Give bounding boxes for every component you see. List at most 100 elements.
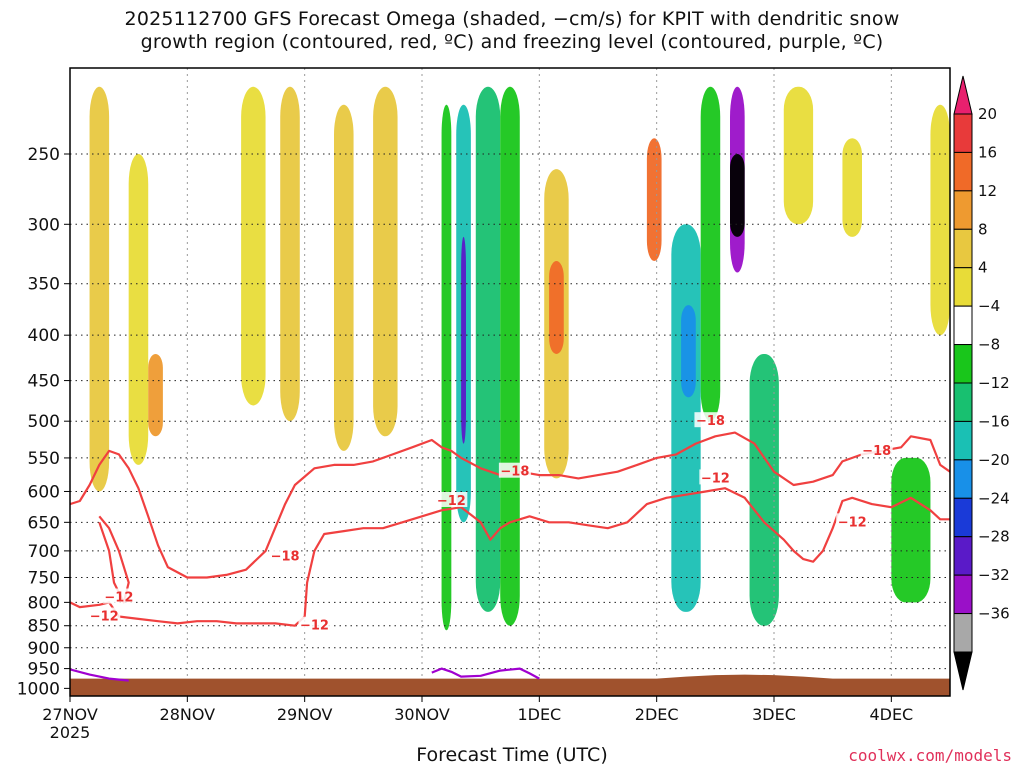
omega-region-16 <box>681 305 696 398</box>
omega-region-4 <box>280 86 300 422</box>
credit-link[interactable]: coolwx.com/models <box>848 746 1012 765</box>
y-tick-label-450: 450 <box>28 372 60 392</box>
colorbar-box-4 <box>953 267 973 307</box>
grid-lines <box>69 68 950 696</box>
colorbar-box-0 <box>953 113 973 153</box>
colorbar-label-6: −8 <box>978 336 1000 354</box>
x-tick-label-30NOV: 30NOV <box>394 705 450 724</box>
contour-label-0: −18 <box>271 549 300 564</box>
omega-region-23 <box>891 457 931 603</box>
omega-region-2 <box>148 353 163 437</box>
chart-title-line-2: growth region (contoured, red, ºC) and f… <box>140 31 884 53</box>
omega-region-10 <box>475 86 501 612</box>
contour-label-bg-0 <box>269 547 302 563</box>
omega-region-24 <box>930 104 950 336</box>
contour-line-3 <box>70 668 129 682</box>
terrain-fill <box>70 674 950 696</box>
y-tick-label-400: 400 <box>28 326 60 346</box>
colorbar-box-11 <box>953 536 973 576</box>
x-tick-label-1DEC: 1DEC <box>517 705 561 724</box>
y-tick-label-350: 350 <box>28 275 60 295</box>
colorbar-box-3 <box>953 228 973 269</box>
colorbar-top-triangle <box>953 75 973 115</box>
omega-region-17 <box>700 86 721 422</box>
contour-line-1 <box>70 487 950 627</box>
colorbar-box-6 <box>953 344 973 384</box>
colorbar-box-12 <box>953 574 973 615</box>
contour-label-bg-5 <box>498 462 531 478</box>
contour-line-4 <box>431 667 540 680</box>
omega-region-6 <box>373 86 398 437</box>
omega-region-14 <box>646 138 662 262</box>
y-tick-label-950: 950 <box>28 660 60 680</box>
y-axis-pressure-labels: 2503003504004505005506006507007508008509… <box>17 145 70 699</box>
colorbar-label-8: −16 <box>978 412 1010 430</box>
contour-label-5: −18 <box>500 465 529 480</box>
colorbar-label-12: −32 <box>978 566 1010 584</box>
y-tick-label-550: 550 <box>28 449 60 469</box>
contour-line-0 <box>70 431 950 579</box>
x-tick-sublabel-27NOV: 2025 <box>50 723 91 742</box>
colorbar-label-2: 12 <box>978 182 997 200</box>
terrain-ground <box>70 674 950 696</box>
y-tick-label-850: 850 <box>28 617 60 637</box>
x-tick-label-2DEC: 2DEC <box>635 705 679 724</box>
contour-label-6: −18 <box>696 414 725 429</box>
colorbar-label-9: −20 <box>978 451 1010 469</box>
x-tick-label-27NOV: 27NOV <box>42 705 98 724</box>
x-tick-label-3DEC: 3DEC <box>752 705 796 724</box>
x-axis-title: Forecast Time (UTC) <box>416 744 608 766</box>
contour-label-1: −12 <box>104 591 133 606</box>
y-tick-label-250: 250 <box>28 145 60 165</box>
colorbar-label-5: −4 <box>978 297 1000 315</box>
y-tick-label-600: 600 <box>28 482 60 502</box>
colorbar-box-7 <box>953 382 973 422</box>
omega-region-1 <box>128 154 149 465</box>
x-tick-label-4DEC: 4DEC <box>869 705 913 724</box>
contour-label-bg-8 <box>860 441 893 457</box>
contour-label-2: −12 <box>90 610 119 625</box>
colorbar-label-3: 8 <box>978 220 988 238</box>
colorbar-label-7: −12 <box>978 374 1010 392</box>
contour-label-bg-3 <box>298 616 331 632</box>
y-tick-label-800: 800 <box>28 593 60 613</box>
omega-region-0 <box>89 86 110 492</box>
colorbar-box-8 <box>953 420 973 461</box>
omega-region-3 <box>241 86 266 406</box>
omega-region-7 <box>441 104 452 631</box>
contour-label-3: −12 <box>300 619 329 634</box>
omega-region-22 <box>842 138 862 237</box>
contour-label-bg-4 <box>435 491 468 507</box>
colorbar-box-5 <box>953 305 973 346</box>
colorbar-box-10 <box>953 497 973 538</box>
x-tick-label-29NOV: 29NOV <box>277 705 333 724</box>
colorbar-label-10: −24 <box>978 489 1010 507</box>
chart-title-line-1: 2025112700 GFS Forecast Omega (shaded, −… <box>124 8 900 30</box>
colorbar-box-1 <box>953 151 973 192</box>
y-tick-label-1000: 1000 <box>17 679 60 699</box>
contour-label-9: −12 <box>838 515 867 530</box>
contour-labels: −18 −12 −12 −12 −12 −18 −18 −12 −18 −12 <box>88 412 893 634</box>
y-tick-label-900: 900 <box>28 639 60 659</box>
colorbar-box-13 <box>953 613 973 653</box>
omega-region-21 <box>783 86 814 225</box>
colorbar-bottom-triangle <box>953 651 973 691</box>
colorbar-label-4: 4 <box>978 259 988 277</box>
omega-region-19 <box>730 154 745 237</box>
omega-region-11 <box>500 86 520 626</box>
colorbar-label-11: −28 <box>978 528 1010 546</box>
contour-label-4: −12 <box>437 494 466 509</box>
colorbar-label-1: 16 <box>978 143 997 161</box>
omega-region-20 <box>749 353 779 626</box>
contour-label-bg-2 <box>88 607 121 623</box>
contour-label-bg-1 <box>102 588 135 604</box>
plot-border <box>69 67 951 697</box>
y-tick-label-700: 700 <box>28 542 60 562</box>
plot-frame <box>69 67 951 697</box>
colorbar: 20 16 12 8 4 −4 −8 −12 −16 −20 −24 −28 −32 −36 <box>953 75 1010 691</box>
contour-label-bg-7 <box>699 469 732 485</box>
y-tick-label-650: 650 <box>28 513 60 533</box>
colorbar-label-0: 20 <box>978 105 997 123</box>
y-tick-label-750: 750 <box>28 568 60 588</box>
